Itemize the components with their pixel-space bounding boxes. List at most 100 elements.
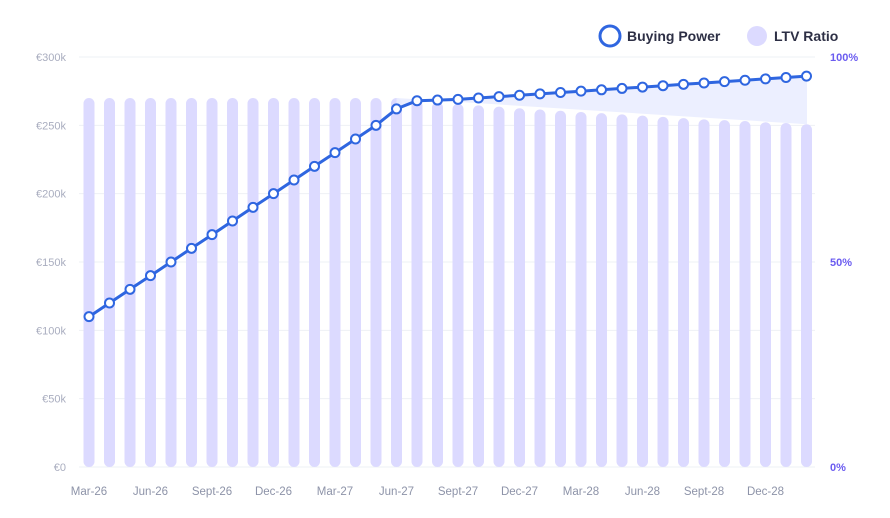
buying-power-point[interactable] — [514, 89, 525, 101]
ltv-bar[interactable] — [329, 98, 341, 467]
grid — [79, 56, 815, 468]
buying-power-point[interactable] — [329, 147, 341, 159]
ltv-bar[interactable] — [309, 98, 320, 467]
ltv-bar[interactable] — [473, 105, 484, 467]
buying-power-point[interactable] — [637, 81, 648, 93]
legend-item-ltv-ratio[interactable]: LTV Ratio — [747, 26, 838, 46]
legend-item-buying-power[interactable]: Buying Power — [598, 24, 721, 48]
right-axis: 0% 50% 100% — [830, 52, 858, 474]
ltv-bar[interactable] — [186, 98, 197, 467]
buying-power-point[interactable] — [616, 82, 628, 94]
ltv-bar[interactable] — [637, 115, 648, 467]
buying-power-point[interactable] — [432, 94, 443, 106]
buying-power-point[interactable] — [596, 84, 607, 96]
ltv-bar[interactable] — [616, 114, 628, 468]
buying-power-point[interactable] — [780, 72, 792, 83]
buying-power-point[interactable] — [206, 229, 218, 241]
ltv-bar[interactable] — [514, 108, 525, 467]
buying-power-point[interactable] — [309, 160, 320, 172]
buying-power-point[interactable] — [678, 78, 689, 90]
y-left-tick-label: €250k — [36, 120, 66, 132]
ltv-bar[interactable] — [104, 98, 115, 467]
ltv-bar[interactable] — [165, 98, 177, 467]
ring-icon — [598, 24, 622, 48]
buying-power-point[interactable] — [186, 242, 197, 254]
buying-power-point[interactable] — [493, 91, 505, 103]
ltv-bar[interactable] — [698, 119, 710, 467]
y-left-tick-label: €100k — [36, 325, 66, 337]
buying-power-point[interactable] — [83, 311, 95, 323]
x-tick-label: Dec-26 — [255, 486, 292, 498]
ltv-bar[interactable] — [534, 109, 546, 467]
ltv-bar[interactable] — [657, 116, 669, 468]
buying-power-point[interactable] — [288, 174, 300, 186]
legend: Buying Power LTV Ratio — [598, 24, 838, 48]
buying-power-point[interactable] — [555, 87, 566, 99]
buying-power-point[interactable] — [104, 297, 115, 309]
buying-power-point[interactable] — [165, 256, 177, 268]
ltv-bar[interactable] — [596, 113, 607, 468]
x-tick-label: Sept-26 — [192, 486, 232, 498]
ltv-bar[interactable] — [268, 98, 279, 467]
ltv-bars — [83, 98, 812, 468]
buying-power-point[interactable] — [370, 119, 382, 131]
y-right-tick-label: 0% — [830, 462, 846, 474]
ltv-bar[interactable] — [739, 120, 751, 468]
buying-power-point[interactable] — [760, 73, 771, 85]
buying-power-point[interactable] — [247, 201, 259, 213]
ltv-bar[interactable] — [145, 98, 156, 467]
ltv-bar[interactable] — [83, 98, 95, 467]
ltv-bar[interactable] — [678, 118, 689, 467]
x-tick-label: Jun-27 — [379, 486, 414, 498]
legend-label-buying-power: Buying Power — [627, 28, 721, 44]
y-right-tick-label: 50% — [830, 257, 852, 269]
buying-power-point[interactable] — [268, 188, 279, 200]
ltv-bar[interactable] — [575, 111, 587, 467]
ltv-bar[interactable] — [493, 106, 505, 468]
ltv-bar[interactable] — [350, 98, 361, 467]
buying-power-point[interactable] — [473, 92, 484, 104]
ltv-bar[interactable] — [206, 98, 218, 467]
buying-power-point[interactable] — [719, 76, 730, 88]
ltv-bar[interactable] — [719, 120, 730, 467]
x-tick-label: Jun-26 — [133, 486, 168, 498]
ltv-bar[interactable] — [760, 122, 771, 467]
x-tick-label: Dec-27 — [501, 486, 538, 498]
buying-power-point[interactable] — [391, 103, 402, 115]
ltv-bar[interactable] — [370, 98, 382, 467]
buying-power-point[interactable] — [739, 74, 751, 86]
ltv-bar[interactable] — [555, 110, 566, 468]
ltv-bar[interactable] — [391, 98, 402, 467]
buying-power-point[interactable] — [575, 85, 587, 97]
y-left-tick-label: €0 — [54, 462, 66, 474]
legend-label-ltv-ratio: LTV Ratio — [774, 28, 838, 44]
x-tick-label: Mar-26 — [71, 486, 107, 498]
buying-power-point[interactable] — [124, 283, 136, 295]
buying-power-point[interactable] — [227, 215, 238, 227]
ltv-bar[interactable] — [288, 98, 300, 467]
disc-icon — [747, 26, 767, 46]
x-tick-label: Sept-28 — [684, 486, 724, 498]
x-tick-label: Mar-27 — [317, 486, 353, 498]
buying-power-point[interactable] — [534, 88, 546, 100]
ltv-bar[interactable] — [432, 102, 443, 467]
buying-power-point[interactable] — [657, 80, 669, 92]
buying-power-point[interactable] — [452, 93, 464, 105]
ltv-bar[interactable] — [411, 100, 423, 468]
buying-power-point[interactable] — [411, 95, 423, 107]
y-left-tick-label: €150k — [36, 257, 66, 269]
buying-power-point[interactable] — [801, 70, 812, 82]
y-left-tick-label: €300k — [36, 52, 66, 64]
ltv-bar[interactable] — [452, 103, 464, 468]
x-tick-label: Dec-28 — [747, 486, 784, 498]
x-tick-label: Sept-27 — [438, 486, 478, 498]
ltv-bar[interactable] — [801, 124, 812, 468]
ltv-bar[interactable] — [780, 123, 792, 467]
ltv-bar[interactable] — [227, 98, 238, 467]
ltv-bar[interactable] — [124, 98, 136, 467]
buying-power-point[interactable] — [698, 77, 710, 89]
buying-power-point[interactable] — [145, 270, 156, 282]
ltv-bar[interactable] — [247, 98, 259, 467]
buying-power-point[interactable] — [350, 133, 361, 145]
